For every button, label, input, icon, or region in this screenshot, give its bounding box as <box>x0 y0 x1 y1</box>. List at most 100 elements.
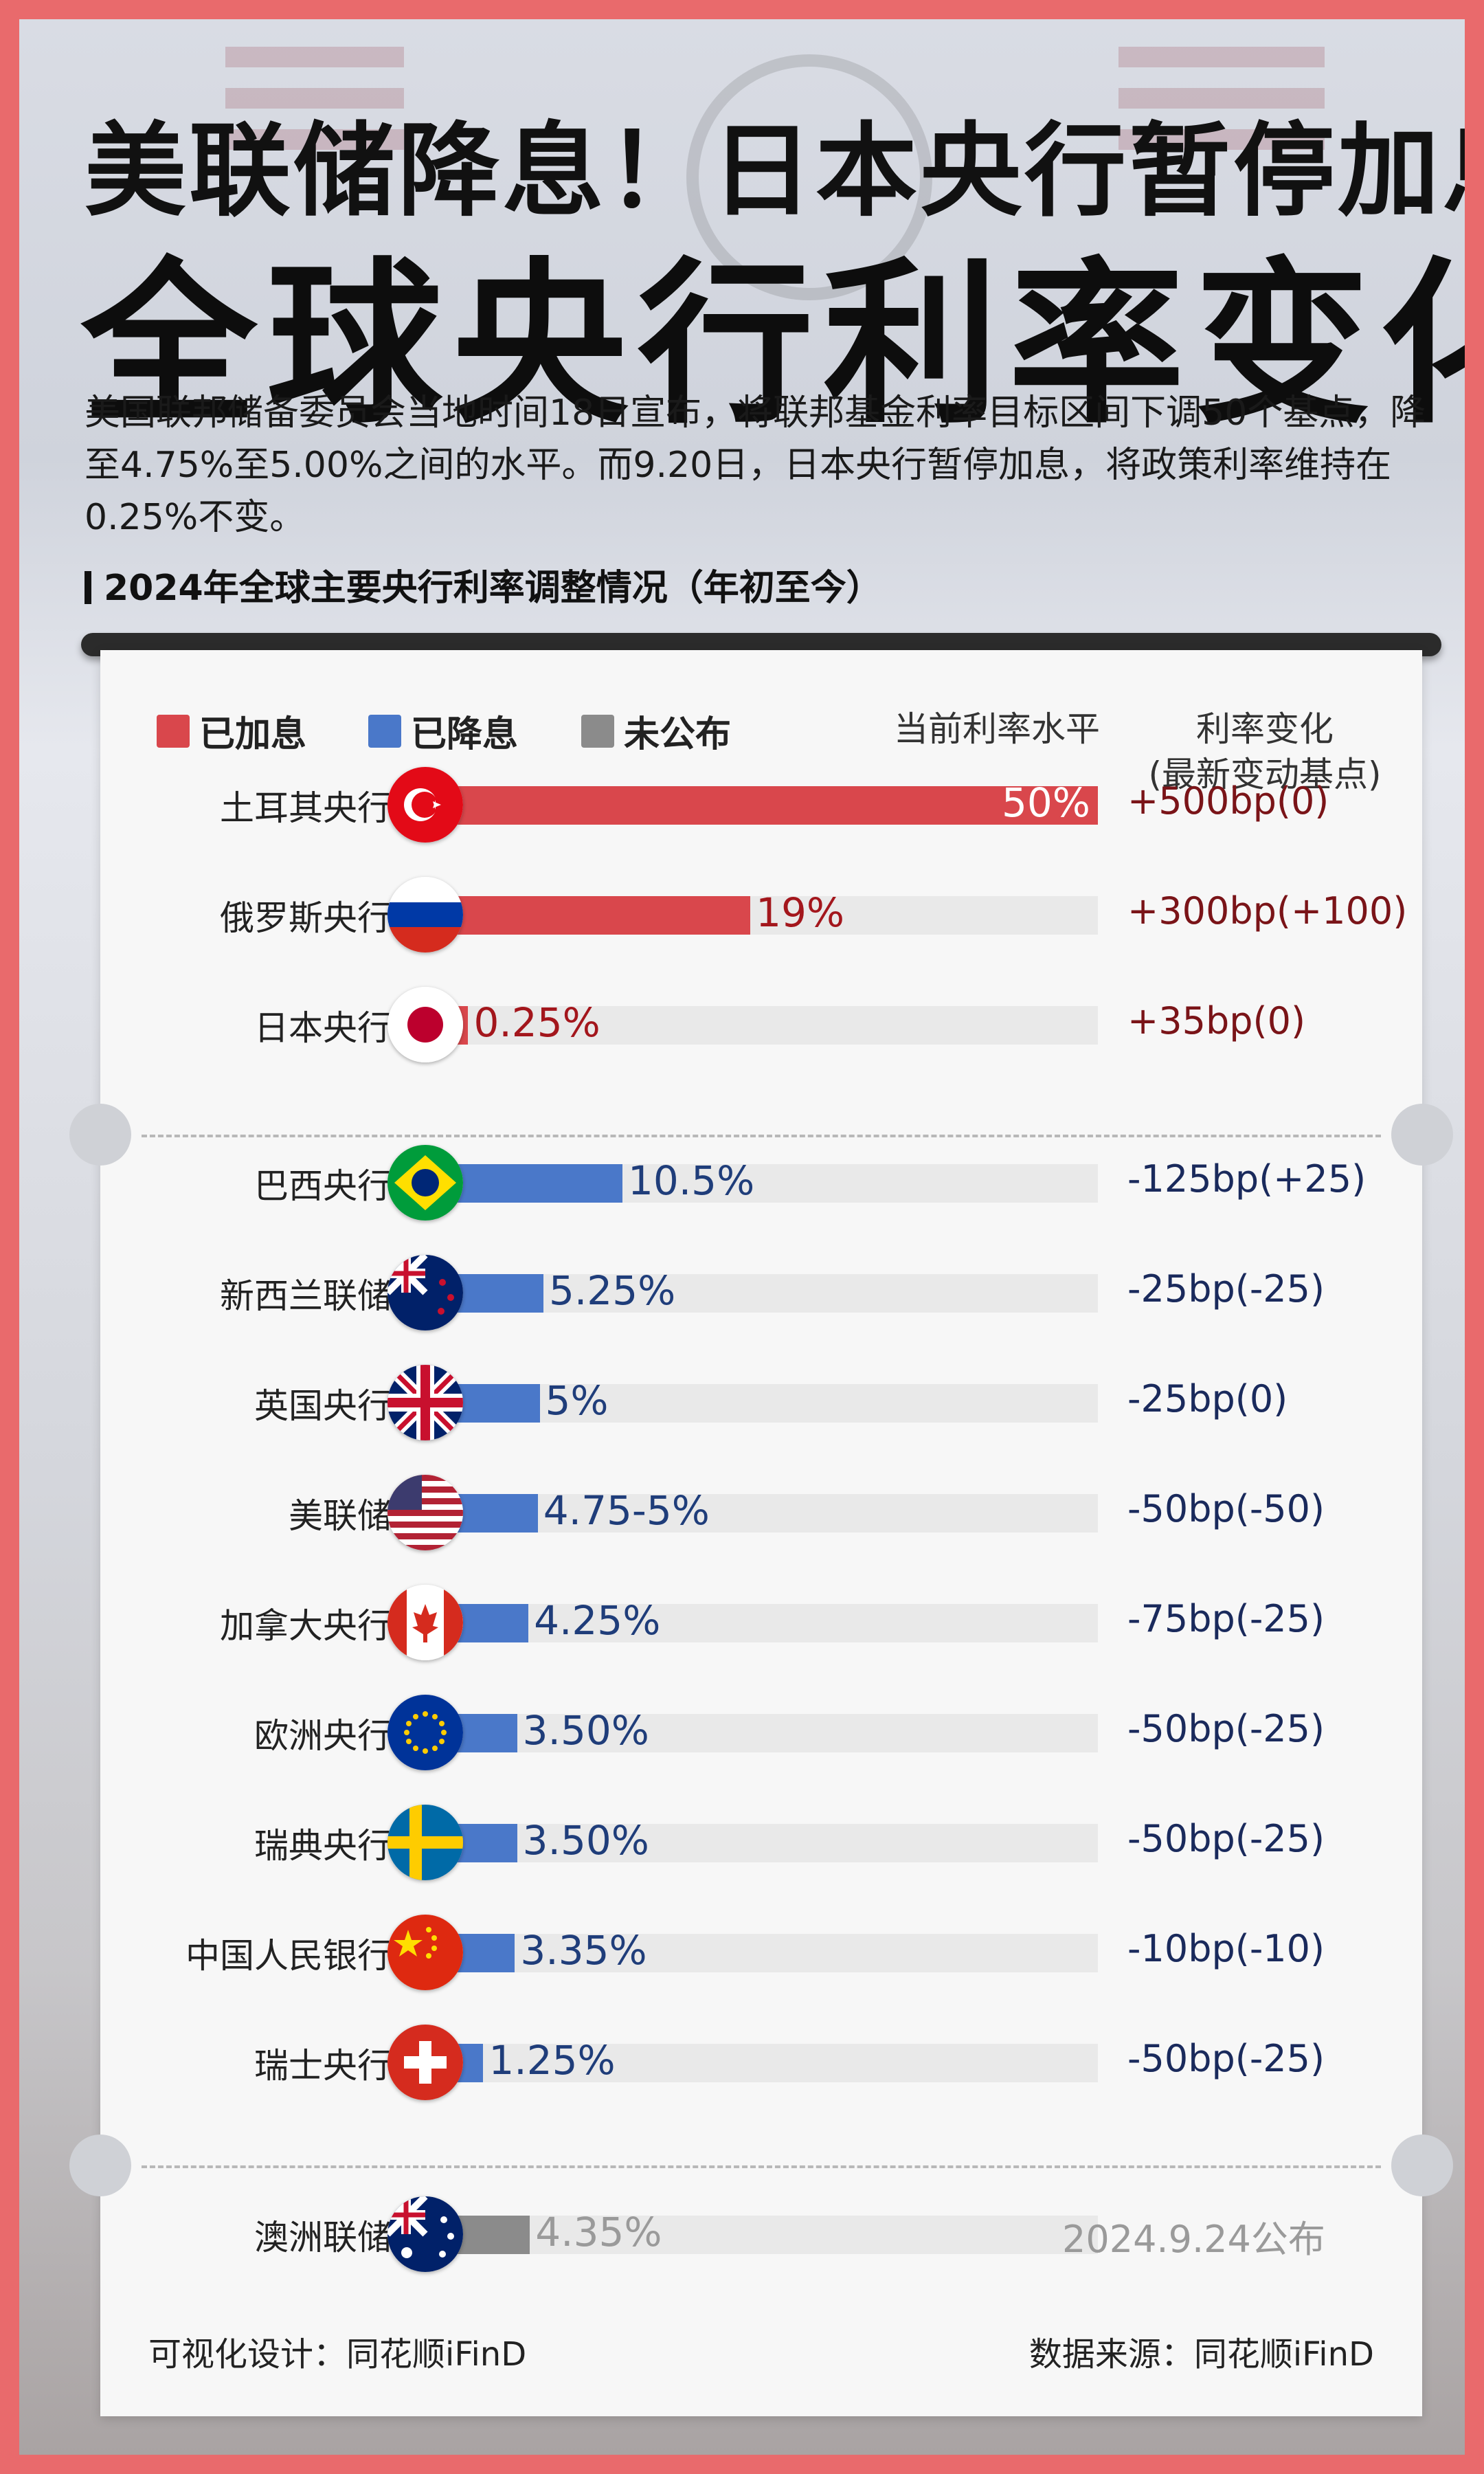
bank-row: 英国央行 5% -25bp(0) <box>100 1365 1422 1440</box>
footer-data-source: 数据来源：同花顺iFinD <box>1028 2335 1374 2374</box>
headline-line-1: 美联储降息！日本央行暂停加息 <box>85 112 1465 230</box>
bar-track <box>403 1934 1098 1972</box>
column-header-current-rate: 当前利率水平 <box>894 709 1100 749</box>
rate-label: 10.5% <box>627 1157 755 1204</box>
bank-row: 加拿大央行 4.25% -75bp(-25) <box>100 1585 1422 1660</box>
background-flags-decoration <box>225 47 1325 300</box>
rate-change: -25bp(0) <box>1127 1377 1288 1420</box>
rate-label: 19% <box>756 889 845 936</box>
bank-row: 美联储 4.75-5% -50bp(-50) <box>100 1475 1422 1550</box>
rate-change: +35bp(0) <box>1127 999 1306 1043</box>
bank-row: 土耳其央行 50% +500bp(0) <box>100 767 1422 843</box>
bank-row: 瑞典央行 3.50% -50bp(-25) <box>100 1805 1422 1880</box>
rate-change: 2024.9.24公布 <box>1062 2218 1325 2261</box>
bank-name: 中国人民银行 <box>186 1936 392 1976</box>
bank-name: 瑞士央行 <box>254 2046 392 2086</box>
rate-change: +300bp(+100) <box>1127 889 1408 933</box>
bar-track <box>403 1384 1098 1423</box>
rate-change: -75bp(-25) <box>1127 1597 1325 1640</box>
new-zealand-flag-icon <box>387 1255 463 1330</box>
section-title: 2024年全球主要央行利率调整情况（年初至今） <box>85 559 882 610</box>
bank-row: 新西兰联储 5.25% -25bp(-25) <box>100 1255 1422 1330</box>
rate-label: 5% <box>545 1377 609 1424</box>
usa-flag-icon <box>387 1475 463 1550</box>
legend-hiked: 已加息 <box>157 705 306 757</box>
rate-label: 3.50% <box>522 1817 649 1864</box>
rate-change: +500bp(0) <box>1127 779 1329 823</box>
column-header-change-line2: (最新变动基点) <box>1148 755 1382 794</box>
section-title-text: 2024年全球主要央行利率调整情况（年初至今） <box>104 568 882 609</box>
legend-hiked-swatch <box>157 714 190 748</box>
rate-label: 4.35% <box>535 2209 662 2255</box>
rate-label: 4.25% <box>534 1597 661 1644</box>
russia-flag-icon <box>387 877 463 952</box>
rate-change: -50bp(-25) <box>1127 1707 1325 1750</box>
uk-flag-icon <box>387 1365 463 1440</box>
legend-pending: 未公布 <box>581 705 731 757</box>
chart-card: 已加息 已降息 未公布 当前利率水平 利率变化 (最新变动基点) 土耳其央行 50… <box>69 650 1453 2416</box>
bar-track <box>403 2216 1098 2254</box>
rate-change: -50bp(-50) <box>1127 1487 1325 1530</box>
legend-hiked-label: 已加息 <box>199 714 307 755</box>
rate-label: 3.35% <box>520 1927 647 1974</box>
ticket-notch-right-1 <box>1391 1104 1453 1166</box>
column-header-change-line1: 利率变化 <box>1196 709 1334 749</box>
legend-cut-swatch <box>368 714 401 748</box>
eu-flag-icon <box>387 1695 463 1770</box>
bank-name: 土耳其央行 <box>220 788 392 828</box>
bar-hiked <box>403 786 1098 825</box>
rate-label: 50% <box>1002 779 1090 826</box>
bank-name: 加拿大央行 <box>220 1606 392 1646</box>
china-flag-icon <box>387 1915 463 1990</box>
turkey-flag-icon <box>387 767 463 843</box>
rate-label: 0.25% <box>473 999 600 1046</box>
rate-change: -125bp(+25) <box>1127 1157 1367 1201</box>
ticket-notch-right-2 <box>1391 2135 1453 2196</box>
bank-row: 澳洲联储 4.35% 2024.9.24公布 <box>100 2196 1422 2272</box>
rate-change: -50bp(-25) <box>1127 1817 1325 1860</box>
rate-label: 1.25% <box>488 2037 616 2084</box>
column-header-change: 利率变化 (最新变动基点) <box>1127 706 1402 797</box>
rate-change: -10bp(-10) <box>1127 1927 1325 1970</box>
bank-name: 英国央行 <box>254 1386 392 1426</box>
divider-hiked-cut <box>142 1135 1381 1137</box>
ticket-notch-left-1 <box>69 1104 131 1166</box>
canada-flag-icon <box>387 1585 463 1660</box>
bar-track <box>403 1274 1098 1313</box>
bank-name: 欧洲央行 <box>254 1716 392 1756</box>
rate-label: 4.75-5% <box>543 1487 710 1534</box>
bar-track <box>403 1604 1098 1642</box>
bank-row: 欧洲央行 3.50% -50bp(-25) <box>100 1695 1422 1770</box>
bank-name: 澳洲联储 <box>254 2218 392 2258</box>
bank-name: 美联储 <box>289 1496 392 1536</box>
rate-label: 3.50% <box>522 1707 649 1754</box>
bar-track <box>403 1494 1098 1533</box>
bar-track <box>403 896 1098 935</box>
bank-row: 瑞士央行 1.25% -50bp(-25) <box>100 2025 1422 2100</box>
bar-track <box>403 1164 1098 1203</box>
ticket-notch-left-2 <box>69 2135 131 2196</box>
bank-row: 俄罗斯央行 19% +300bp(+100) <box>100 877 1422 952</box>
legend-pending-swatch <box>581 714 614 748</box>
title-marker <box>85 571 91 604</box>
bar-track <box>403 1824 1098 1862</box>
bank-row: 中国人民银行 3.35% -10bp(-10) <box>100 1915 1422 1990</box>
sweden-flag-icon <box>387 1805 463 1880</box>
bank-name: 日本央行 <box>254 1008 392 1048</box>
bank-name: 瑞典央行 <box>254 1826 392 1866</box>
legend-cut: 已降息 <box>368 705 518 757</box>
lead-paragraph: 美国联邦储备委员会当地时间18日宣布，将联邦基金利率目标区间下调50个基点，降至… <box>85 392 1426 538</box>
japan-flag-icon <box>387 987 463 1062</box>
bank-name: 俄罗斯央行 <box>220 898 392 938</box>
switzerland-flag-icon <box>387 2025 463 2100</box>
footer-design-credit: 可视化设计：同花顺iFinD <box>148 2335 527 2374</box>
rate-label: 5.25% <box>548 1267 676 1314</box>
brazil-flag-icon <box>387 1145 463 1221</box>
legend-cut-label: 已降息 <box>411 714 519 755</box>
bar-track <box>403 1714 1098 1752</box>
headline-line-2: 全球央行利率变化 <box>81 243 1465 447</box>
divider-cut-pending <box>142 2165 1381 2168</box>
bank-row: 巴西央行 10.5% -125bp(+25) <box>100 1145 1422 1221</box>
rate-change: -25bp(-25) <box>1127 1267 1325 1311</box>
bar-track <box>403 786 1098 825</box>
